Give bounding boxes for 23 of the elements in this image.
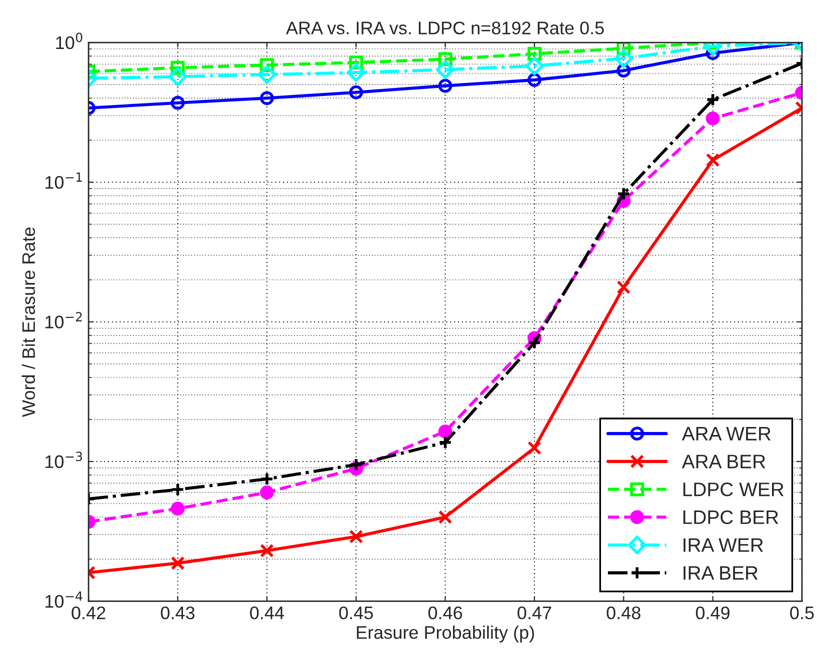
chart-title: ARA vs. IRA vs. LDPC n=8192 Rate 0.5 — [286, 22, 604, 34]
y-tick-label: 10$^{−2}$ — [46, 312, 82, 328]
y-tick-label: 10$^{−3}$ — [46, 452, 82, 468]
x-tick-label: 0.48 — [606, 606, 640, 620]
x-axis-title: Erasure Probability (p) — [356, 626, 534, 642]
y-tick-label: 10$^{0}$ — [56, 32, 82, 50]
x-tick-label: 0.5 — [790, 606, 814, 620]
legend-label: ARA WER — [682, 427, 771, 440]
x-tick-label: 0.45 — [339, 606, 373, 620]
legend-label: LDPC WER — [683, 482, 784, 496]
x-tick-label: 0.43 — [160, 606, 195, 620]
x-tick-label: 0.49 — [696, 606, 730, 620]
x-tick-label: 0.47 — [518, 606, 552, 620]
legend-label: IRA WER — [684, 538, 764, 552]
x-tick-label: 0.42 — [72, 606, 106, 620]
legend-label: ARA BER — [682, 454, 766, 468]
x-tick-label: 0.44 — [250, 606, 284, 620]
x-tick-label: 0.46 — [428, 606, 462, 620]
legend-label: IRA BER — [684, 566, 758, 580]
y-tick-label: 10$^{−4}$ — [46, 591, 82, 608]
legend-label: LDPC BER — [683, 510, 778, 524]
y-tick-label: 10$^{−1}$ — [46, 172, 82, 189]
y-axis-title: Word / Bit Erasure Rate — [22, 227, 36, 417]
